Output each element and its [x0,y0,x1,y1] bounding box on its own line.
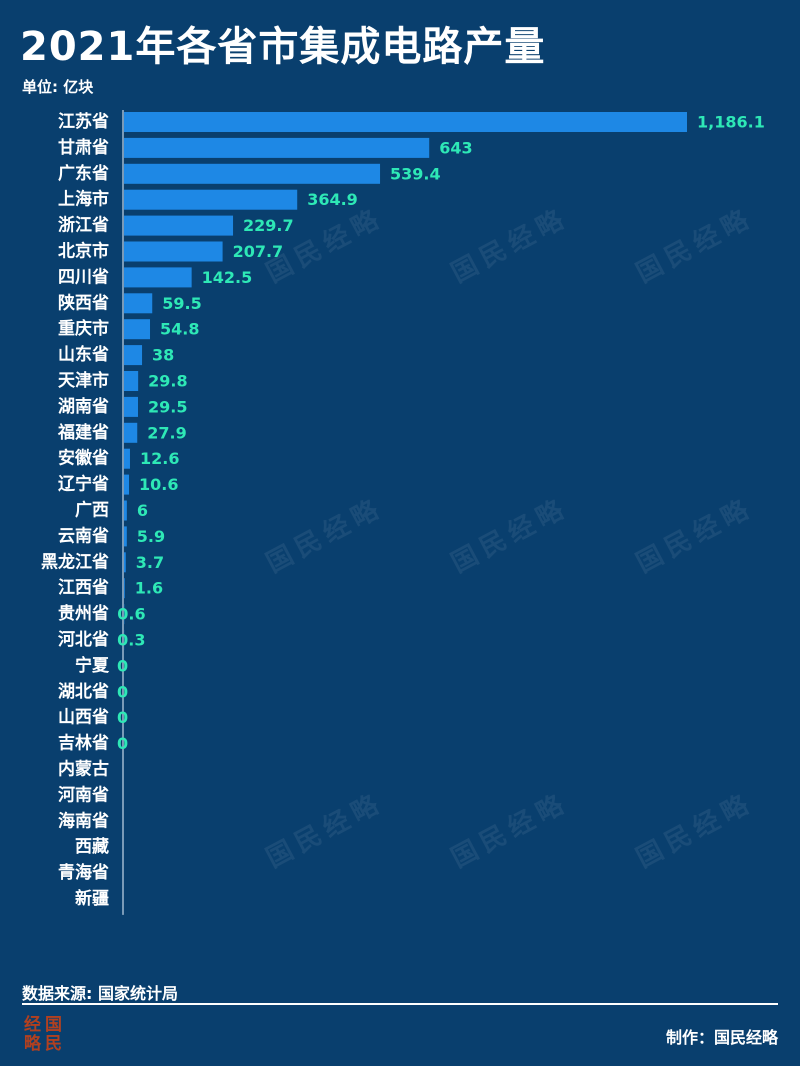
unit-label: 单位: 亿块 [22,78,94,96]
category-label: 湖北省 [58,681,109,702]
category-label: 辽宁省 [58,474,109,495]
value-label: 38 [152,346,174,365]
value-label: 6 [137,501,148,520]
value-label: 54.8 [160,320,199,339]
category-label: 海南省 [58,810,109,831]
value-label: 3.7 [136,553,164,572]
logo-char: 民 [45,1034,62,1054]
footer-divider [22,1003,778,1005]
category-label: 青海省 [58,862,109,883]
category-label: 浙江省 [58,215,109,236]
value-label: 0 [117,734,128,753]
data-source: 数据来源: 国家统计局 [22,984,178,1003]
value-label: 29.5 [148,397,187,416]
credit-label: 制作：国民经略 [665,1028,778,1047]
value-label: 1,186.1 [697,113,765,132]
bar [124,267,192,288]
bar-chart: 江苏省 1,186.1 甘肃省 643 广东省 539.4 上海市 364.9 浙江省 229.7… [41,110,765,915]
category-label: 吉林省 [58,733,109,754]
value-label: 539.4 [390,164,441,183]
bar [124,526,127,547]
value-label: 5.9 [137,527,165,546]
value-label: 0 [117,656,128,675]
category-label: 广西 [75,500,109,521]
category-label: 山东省 [58,344,109,365]
bar [124,578,125,599]
bar [124,345,143,366]
category-label: 河南省 [58,784,109,805]
value-label: 10.6 [139,475,178,494]
bar [124,215,234,236]
category-label: 陕西省 [58,292,109,313]
value-label: 12.6 [140,449,179,468]
category-label: 黑龙江省 [41,551,109,572]
category-label: 江西省 [58,577,109,598]
category-label: 天津市 [58,370,109,391]
category-label: 重庆市 [58,318,109,339]
bar [124,241,223,262]
category-label: 贵州省 [58,603,109,624]
value-label: 29.8 [148,372,187,391]
category-label: 宁夏 [75,655,110,676]
bar [124,112,687,132]
value-label: 59.5 [162,294,201,313]
brand-logo: 经 国 略 民 [22,1016,64,1054]
category-label: 上海市 [58,189,109,210]
bar [124,371,139,391]
bar [124,319,151,340]
value-label: 0.3 [117,631,145,650]
category-label: 新疆 [75,888,109,909]
bar [124,396,139,417]
category-label: 安徽省 [58,448,109,469]
logo-char: 经 [24,1015,41,1035]
bar [124,474,130,495]
bar [124,137,430,158]
category-label: 北京市 [58,241,109,262]
category-label: 甘肃省 [58,137,109,158]
category-label: 山西省 [58,707,109,728]
category-label: 江苏省 [58,111,109,132]
value-label: 207.7 [233,242,284,261]
logo-char: 略 [24,1034,41,1054]
category-label: 四川省 [58,266,109,287]
value-label: 643 [439,138,472,157]
value-label: 229.7 [243,216,294,235]
chart-title: 2021年各省市集成电路产量 [20,24,546,70]
category-label: 西藏 [75,837,109,857]
value-label: 1.6 [135,579,163,598]
value-label: 0 [117,708,128,727]
logo-char: 国 [45,1015,62,1035]
bar [124,293,153,314]
bar [124,163,381,184]
category-label: 广东省 [58,163,109,184]
value-label: 0 [117,682,128,701]
value-label: 142.5 [202,268,253,287]
category-label: 云南省 [58,525,109,546]
value-label: 0.6 [117,605,145,624]
bar [124,552,126,573]
value-label: 364.9 [307,190,358,209]
value-label: 27.9 [147,423,186,442]
bar [124,448,130,469]
category-label: 内蒙古 [58,759,109,780]
bar [124,500,127,521]
bar [124,422,138,443]
bar [124,189,298,210]
category-label: 河北省 [58,629,109,650]
category-label: 湖南省 [58,396,109,417]
category-label: 福建省 [57,422,109,443]
